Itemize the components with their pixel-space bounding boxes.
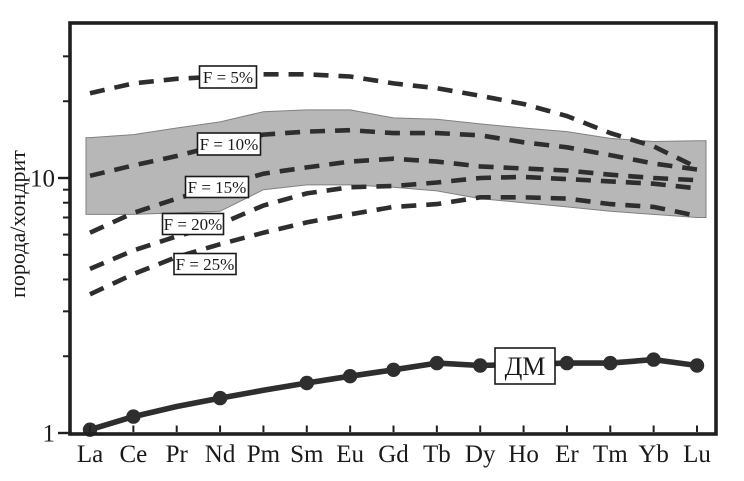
label-f-10-: F = 10% [200, 135, 259, 154]
x-tick-label-pr: Pr [166, 441, 189, 468]
y-tick-label-1: 1 [43, 421, 56, 448]
label-дм: ДМ [505, 352, 546, 381]
dm-marker [646, 352, 661, 367]
x-tick-label-ho: Ho [508, 441, 539, 468]
x-tick-label-sm: Sm [290, 441, 324, 468]
x-tick-label-la: La [77, 441, 103, 468]
x-tick-label-eu: Eu [336, 441, 364, 468]
label-box-дм [494, 347, 556, 385]
label-box-f-15- [184, 175, 250, 199]
label-f-20-: F = 20% [164, 215, 223, 234]
dm-marker [559, 355, 575, 371]
x-tick-label-yb: Yb [638, 441, 669, 468]
annotation-дм: ДМ [494, 347, 556, 385]
label-box-f-5- [198, 65, 258, 89]
dm-marker [299, 375, 314, 391]
x-tick-label-dy: Dy [465, 441, 496, 468]
x-tick-label-lu: Lu [683, 441, 711, 468]
x-tick-label-tm: Tm [593, 441, 628, 468]
x-tick-label-pm: Pm [247, 441, 281, 468]
y-tick-label-10: 10 [30, 166, 55, 193]
dm-marker [429, 355, 445, 371]
label-box-f-20- [161, 212, 225, 236]
label-f-15-: F = 15% [188, 178, 247, 197]
curve-f-5- [89, 72, 699, 170]
dm-marker [603, 355, 618, 371]
x-tick-label-gd: Gd [378, 441, 409, 468]
annotation-f-5-: F = 5% [198, 65, 258, 89]
dm-marker [473, 358, 488, 373]
y-axis-label: порода/хондрит [5, 150, 30, 298]
label-f-25-: F = 25% [176, 255, 235, 274]
dm-marker [342, 369, 358, 384]
dm-marker [126, 409, 141, 424]
label-box-f-10- [196, 132, 262, 156]
x-tick-label-nd: Nd [205, 441, 236, 468]
annotation-f-10-: F = 10% [196, 132, 262, 156]
dm-marker [212, 390, 228, 406]
annotation-f-20-: F = 20% [161, 212, 225, 236]
x-tick-label-ce: Ce [119, 441, 147, 468]
x-tick-label-tb: Tb [423, 441, 451, 468]
annotation-f-25-: F = 25% [173, 252, 237, 276]
annotation-f-15-: F = 15% [184, 175, 250, 199]
dm-marker [689, 358, 705, 373]
label-f-5-: F = 5% [203, 68, 253, 87]
plot-frame [68, 21, 718, 436]
label-box-f-25- [173, 252, 237, 276]
curve-f-10- [89, 127, 698, 179]
x-tick-label-er: Er [555, 441, 579, 468]
dm-marker [386, 362, 401, 377]
